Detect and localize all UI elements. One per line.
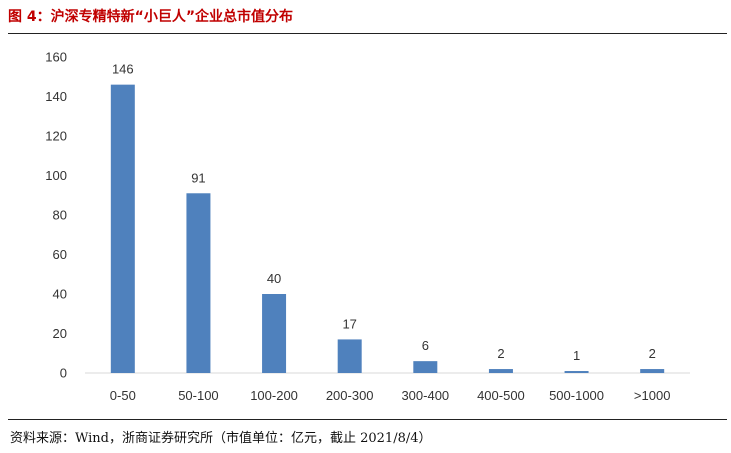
- y-tick-label: 20: [53, 326, 67, 341]
- x-tick-label: 500-1000: [549, 388, 604, 403]
- value-labels: 146 91 40 17 6 2 1 2: [112, 62, 656, 363]
- y-tick-label: 0: [60, 366, 67, 381]
- bars: [110, 84, 665, 374]
- bar-400-500: [488, 369, 513, 373]
- bar-300-400: [413, 361, 438, 373]
- y-tick-label: 140: [45, 89, 67, 104]
- y-axis: 0 20 40 60 80 100 120 140 160: [45, 50, 67, 381]
- value-label: 17: [342, 316, 356, 331]
- y-tick-label: 60: [53, 247, 67, 262]
- value-label: 6: [422, 338, 429, 353]
- x-tick-label: 400-500: [477, 388, 525, 403]
- source-note: 资料来源：Wind，浙商证券研究所（市值单位：亿元，截止 2021/8/4）: [10, 431, 432, 446]
- bar-50-100: [186, 193, 211, 373]
- bar-200-300: [337, 339, 362, 373]
- x-axis: 0-50 50-100 100-200 200-300 300-400 400-500 50…: [85, 372, 690, 403]
- y-tick-label: 100: [45, 168, 67, 183]
- x-tick-label: 300-400: [401, 388, 449, 403]
- bottom-rule: [8, 419, 727, 420]
- bar-500-1000: [564, 371, 589, 373]
- y-tick-label: 40: [53, 287, 67, 302]
- y-tick-label: 80: [53, 208, 67, 223]
- value-label: 1: [573, 348, 580, 363]
- x-tick-label: 200-300: [326, 388, 374, 403]
- bar-0-50: [110, 84, 135, 374]
- y-tick-label: 160: [45, 50, 67, 65]
- value-label: 40: [267, 271, 281, 286]
- bar->1000: [640, 369, 665, 373]
- y-tick-label: 120: [45, 129, 67, 144]
- figure-title: 图 4：沪深专精特新“小巨人”企业总市值分布: [8, 9, 294, 25]
- x-tick-label: 0-50: [110, 388, 136, 403]
- top-rule: [8, 33, 727, 34]
- value-label: 91: [191, 170, 205, 185]
- value-label: 146: [112, 62, 134, 77]
- value-label: 2: [649, 346, 656, 361]
- x-tick-label: >1000: [634, 388, 671, 403]
- bar-100-200: [262, 294, 287, 373]
- value-label: 2: [497, 346, 504, 361]
- x-tick-label: 100-200: [250, 388, 298, 403]
- x-tick-label: 50-100: [178, 388, 218, 403]
